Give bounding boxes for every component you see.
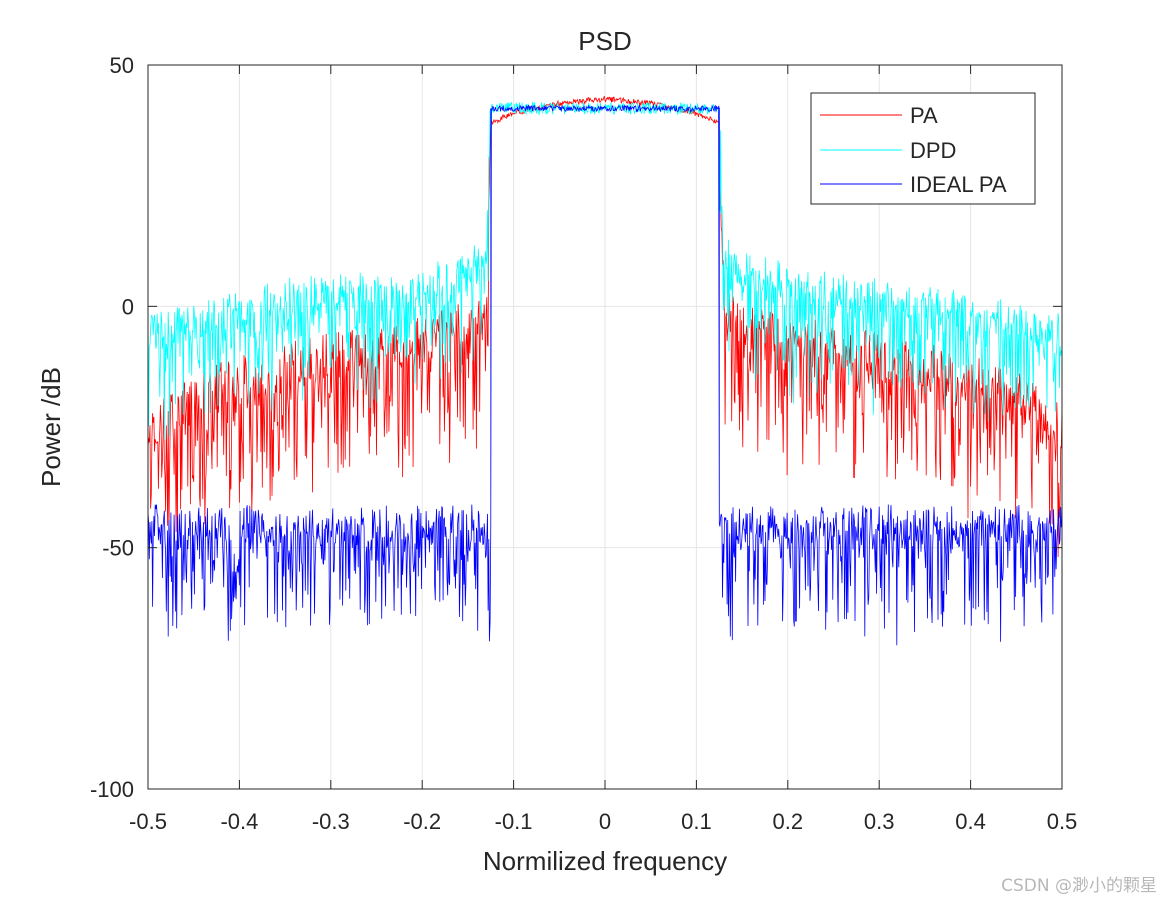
ticks [147, 64, 1063, 790]
y-tick-label: -100 [90, 777, 134, 802]
x-tick-label: 0 [599, 809, 611, 834]
x-tick-label: 0.3 [864, 809, 895, 834]
x-tick-label: 0.4 [955, 809, 986, 834]
legend-label-dpd: DPD [910, 138, 956, 163]
legend[interactable]: PA DPD IDEAL PA [810, 92, 1036, 205]
x-tick-label: -0.5 [129, 809, 167, 834]
y-axis-label: Power /dB [36, 367, 66, 487]
legend-label-pa: PA [910, 103, 938, 128]
x-tick-label: -0.3 [312, 809, 350, 834]
x-tick-label: 0.1 [681, 809, 712, 834]
x-tick-labels: -0.5 -0.4 -0.3 -0.2 -0.1 0 0.1 0.2 0.3 0.4 0.5 [129, 809, 1077, 834]
legend-box [810, 92, 1036, 205]
series-line-pa [147, 95, 1063, 558]
x-tick-label: -0.1 [495, 809, 533, 834]
series-line-ideal-pa [147, 104, 1063, 646]
series-layer [147, 95, 1063, 646]
x-axis-label: Normilized frequency [483, 846, 727, 876]
x-tick-label: -0.4 [220, 809, 258, 834]
x-tick-label: -0.2 [403, 809, 441, 834]
legend-label-ideal-pa: IDEAL PA [910, 172, 1007, 197]
watermark: CSDN @渺小的颗星 [1001, 876, 1157, 896]
y-tick-label: -50 [102, 536, 134, 561]
y-tick-label: 50 [110, 53, 134, 78]
x-tick-label: 0.2 [773, 809, 804, 834]
x-tick-label: 0.5 [1047, 809, 1078, 834]
y-tick-label: 0 [122, 294, 134, 319]
chart-title: PSD [578, 26, 631, 56]
y-tick-labels: -100 -50 0 50 [90, 53, 134, 802]
